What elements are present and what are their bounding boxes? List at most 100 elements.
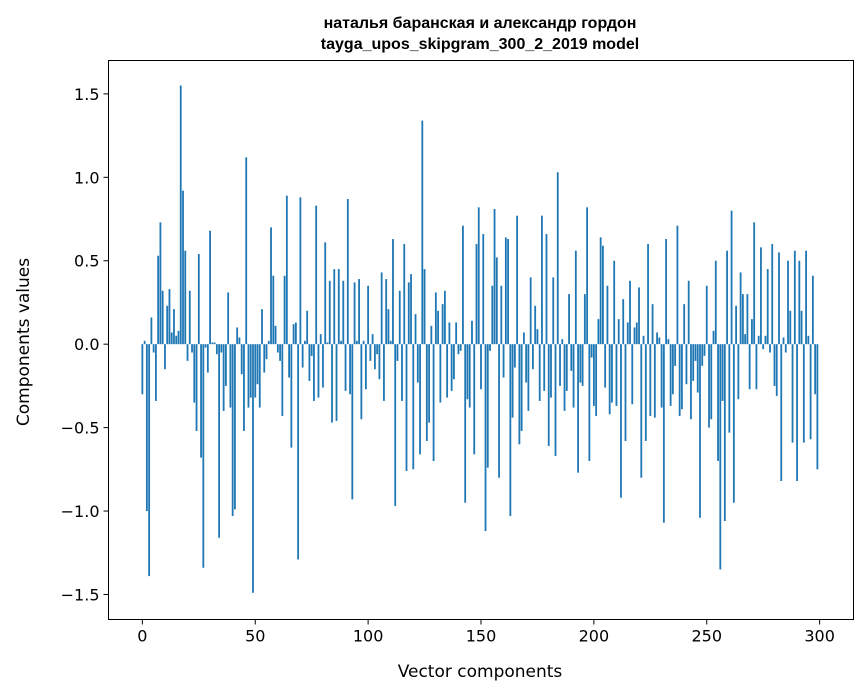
bar-53 <box>261 309 263 345</box>
bar-213 <box>622 299 625 345</box>
bar-10 <box>164 344 166 370</box>
bar-247 <box>699 344 701 518</box>
x-tick-label: 200 <box>579 627 610 646</box>
bar-95 <box>355 340 358 345</box>
bar-49 <box>252 344 254 593</box>
bar-72 <box>304 340 306 345</box>
bar-73 <box>306 310 309 345</box>
bar-207 <box>608 344 611 415</box>
bar-147 <box>473 344 476 455</box>
bar-1 <box>143 340 146 345</box>
bar-291 <box>798 260 801 345</box>
bar-33 <box>215 344 218 355</box>
bar-169 <box>522 332 525 345</box>
bar-262 <box>732 344 735 503</box>
bar-189 <box>568 294 570 345</box>
bar-212 <box>620 344 622 498</box>
bar-245 <box>694 344 697 361</box>
bar-264 <box>737 344 740 400</box>
bar-44 <box>240 344 243 375</box>
bar-117 <box>405 344 408 471</box>
bar-104 <box>376 344 379 355</box>
bar-38 <box>227 292 230 345</box>
bar-299 <box>816 344 819 470</box>
bar-241 <box>685 344 688 385</box>
bar-21 <box>188 290 191 345</box>
bar-288 <box>791 344 794 443</box>
bar-93 <box>351 344 354 500</box>
bar-111 <box>392 239 394 345</box>
bar-202 <box>597 319 600 345</box>
bar-280 <box>773 344 776 386</box>
bar-243 <box>690 344 692 420</box>
bar-201 <box>595 344 598 416</box>
bar-284 <box>782 337 785 345</box>
bar-119 <box>410 274 412 345</box>
bar-159 <box>500 285 503 345</box>
bar-92 <box>349 344 351 395</box>
bar-160 <box>502 344 505 378</box>
bar-80 <box>322 344 324 388</box>
bar-171 <box>527 344 530 411</box>
bar-84 <box>331 344 333 423</box>
bar-62 <box>281 344 284 416</box>
bar-267 <box>744 334 747 345</box>
bar-7 <box>157 255 160 345</box>
bar-46 <box>245 157 248 345</box>
bar-137 <box>450 344 453 391</box>
bar-162 <box>507 239 509 345</box>
y-axis: −1.5 −1.0 −0.5 0.0 0.5 1.0 1.5 <box>61 85 109 604</box>
x-tick-label: 150 <box>466 627 497 646</box>
bar-139 <box>455 322 458 345</box>
bar-18 <box>182 190 184 345</box>
bar-118 <box>407 282 410 345</box>
bar-220 <box>638 287 640 345</box>
bar-28 <box>204 344 207 348</box>
bar-203 <box>599 237 602 345</box>
bar-191 <box>572 344 575 408</box>
bar-151 <box>482 234 485 345</box>
bar-0 <box>141 344 144 395</box>
bar-134 <box>443 290 446 345</box>
bar-233 <box>667 339 670 345</box>
bar-221 <box>640 344 643 478</box>
bar-192 <box>574 250 577 345</box>
bar-106 <box>380 272 383 345</box>
bar-74 <box>308 344 311 381</box>
bar-27 <box>202 344 205 568</box>
bar-227 <box>653 344 656 418</box>
bar-218 <box>633 327 636 345</box>
bar-131 <box>437 310 440 345</box>
bar-211 <box>617 319 620 345</box>
bars-group <box>141 85 819 593</box>
bar-144 <box>466 344 469 400</box>
bar-276 <box>764 335 767 345</box>
chart-title-line2: tayga_upos_skipgram_300_2_2019 model <box>321 36 639 53</box>
bar-270 <box>751 319 753 345</box>
bar-156 <box>493 209 496 345</box>
bar-114 <box>398 290 401 345</box>
bar-186 <box>561 339 564 345</box>
bar-187 <box>563 344 566 411</box>
x-tick-label: 0 <box>137 627 147 646</box>
bar-184 <box>556 172 559 345</box>
bar-177 <box>541 215 543 345</box>
bar-215 <box>626 322 629 345</box>
bar-68 <box>294 322 297 345</box>
bar-268 <box>746 294 749 345</box>
bar-8 <box>159 222 162 345</box>
bar-45 <box>243 344 245 431</box>
bar-66 <box>290 344 293 448</box>
bar-238 <box>678 344 681 416</box>
bar-31 <box>211 342 214 345</box>
bar-148 <box>475 244 478 345</box>
bar-127 <box>428 344 430 423</box>
bar-89 <box>342 280 345 345</box>
bar-133 <box>441 304 444 345</box>
bar-121 <box>414 314 417 345</box>
bar-224 <box>647 244 649 345</box>
bar-138 <box>453 344 455 380</box>
bar-244 <box>692 344 695 381</box>
bar-65 <box>288 344 291 378</box>
bar-165 <box>513 344 516 368</box>
